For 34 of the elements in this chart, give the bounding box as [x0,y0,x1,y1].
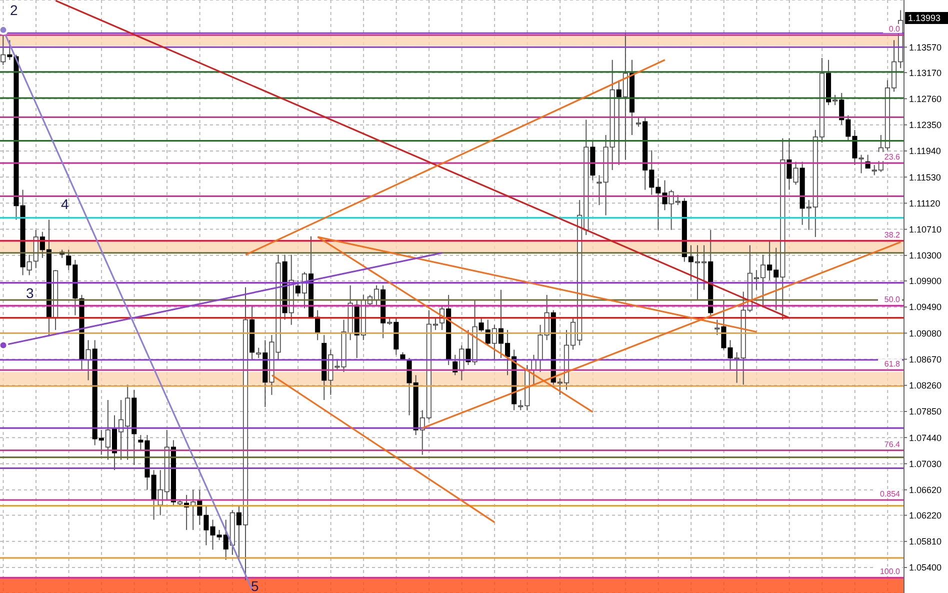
y-tick-label: 1.12350 [909,120,942,130]
y-tick-label: 1.11940 [909,146,941,156]
y-tick-label: 1.05400 [909,562,942,573]
y-tick-label: 1.10300 [909,250,942,261]
y-tick-label: 1.07440 [909,432,942,443]
annotation: 76.4 [884,440,901,449]
y-tick-label: 1.06220 [909,510,942,520]
annotation: 50.0 [884,295,901,304]
y-tick-label: 1.09900 [909,276,942,286]
y-tick-label: 1.12760 [909,94,942,104]
annotation: 38.2 [884,230,901,240]
annotation: 5 [251,578,259,593]
y-tick-label: 1.13170 [909,68,942,78]
y-tick-label: 1.13570 [909,42,942,52]
y-tick-label: 1.11120 [909,198,940,208]
y-tick-label: 1.08670 [909,354,942,364]
y-tick-label: 1.09080 [909,328,942,338]
annotation: 0.0 [888,24,901,34]
y-tick-label: 1.08260 [909,380,942,391]
y-tick-label: 1.09490 [909,302,942,312]
y-tick-label: 1.06620 [909,485,942,496]
annotation: 4 [61,196,69,212]
annotation: 0.854 [880,490,901,499]
y-tick-label: 1.05810 [909,536,942,547]
annotation: 100.0 [880,567,901,576]
y-tick-label: 1.10710 [909,224,942,234]
annotation: 23.6 [884,152,901,162]
y-tick-label: 1.07030 [909,458,942,469]
y-tick-label: 1.11530 [909,172,941,182]
annotation: 3 [26,285,34,301]
text: 1.13993 [908,13,941,23]
annotation: 61.8 [884,360,901,369]
y-tick-label: 1.07850 [909,406,942,417]
annotation: 2 [10,2,18,18]
